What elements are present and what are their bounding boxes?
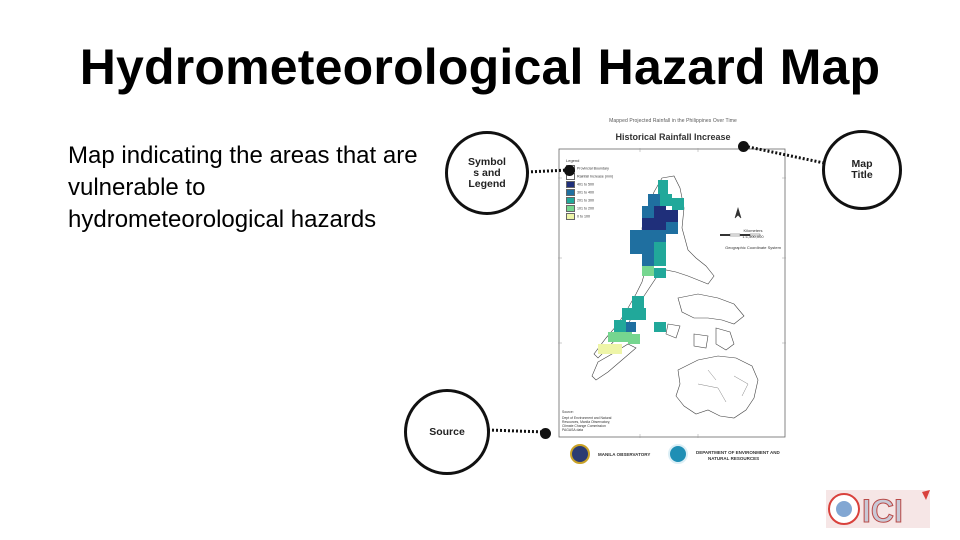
footer-right-label-2: NATURAL RESOURCES bbox=[708, 456, 760, 461]
ici-logo: ICI bbox=[826, 490, 930, 530]
footer-left-label: MANILA OBSERVATORY bbox=[598, 452, 651, 457]
map-title: Historical Rainfall Increase bbox=[615, 132, 731, 142]
legend-swatch bbox=[566, 205, 575, 212]
legend-label: Rainfall Increase (mm) bbox=[577, 174, 614, 179]
title-callout-dot bbox=[738, 141, 749, 152]
footer-right-label-1: DEPARTMENT OF ENVIRONMENT AND bbox=[696, 450, 780, 455]
north-arrow bbox=[734, 206, 742, 219]
source-line-4: PAGASA data bbox=[562, 428, 584, 432]
slide-body-text: Map indicating the areas that are vulner… bbox=[68, 142, 418, 233]
source-callout[interactable]: Source bbox=[404, 389, 490, 475]
source-line-1: Dept of Environment and Natural bbox=[562, 416, 612, 420]
slide-title: Hydrometeorological Hazard Map bbox=[79, 39, 881, 95]
legend-swatch bbox=[566, 189, 575, 196]
source-callout-dot bbox=[540, 428, 551, 439]
rainfall-cells bbox=[598, 180, 684, 354]
legend-swatch bbox=[566, 181, 575, 188]
legend-item: 301 to 400 bbox=[566, 189, 594, 196]
manila-observatory-logo bbox=[570, 444, 590, 464]
source-line-3: Climate Change Commission bbox=[562, 424, 606, 428]
ici-logo-text: ICI bbox=[862, 493, 903, 529]
legend-label: 401 to 500 bbox=[577, 182, 594, 187]
source-line-2: Resources, Manila Observatory, bbox=[562, 420, 611, 424]
legend-label: 201 to 300 bbox=[577, 198, 594, 203]
legend-item: 201 to 300 bbox=[566, 197, 594, 204]
legend-swatch bbox=[566, 197, 575, 204]
hazard-map-panel bbox=[558, 148, 786, 438]
projection-label: Geographic Coordinate System bbox=[725, 245, 781, 250]
legend-callout[interactable]: Symbol s and Legend bbox=[445, 131, 529, 215]
denr-logo bbox=[668, 444, 688, 464]
source-title: Source: bbox=[562, 410, 574, 414]
map-grid-ticks bbox=[558, 148, 786, 438]
legend-item: 401 to 500 bbox=[566, 181, 594, 188]
legend-label: Provincial Boundary bbox=[577, 166, 609, 171]
visayas-outline bbox=[677, 293, 745, 325]
legend-callout-dot bbox=[564, 165, 575, 176]
map-title-callout[interactable]: Map Title bbox=[822, 130, 902, 210]
philippines-map bbox=[558, 148, 786, 438]
scale-label: Kilometers bbox=[743, 228, 763, 233]
legend-label: 301 to 400 bbox=[577, 190, 594, 195]
map-header: Mapped Projected Rainfall in the Philipp… bbox=[609, 118, 737, 124]
scale-ratio: 1:1,500,000 bbox=[742, 234, 764, 239]
legend-swatch bbox=[566, 213, 575, 220]
legend-item: 101 to 200 bbox=[566, 205, 594, 212]
legend-title: Legend bbox=[566, 158, 580, 163]
scale-bar bbox=[720, 233, 761, 237]
legend-label: 101 to 200 bbox=[577, 206, 594, 211]
mindanao-outline bbox=[675, 355, 759, 419]
legend-item: 0 to 100 bbox=[566, 213, 590, 220]
legend-label: 0 to 100 bbox=[577, 214, 590, 219]
